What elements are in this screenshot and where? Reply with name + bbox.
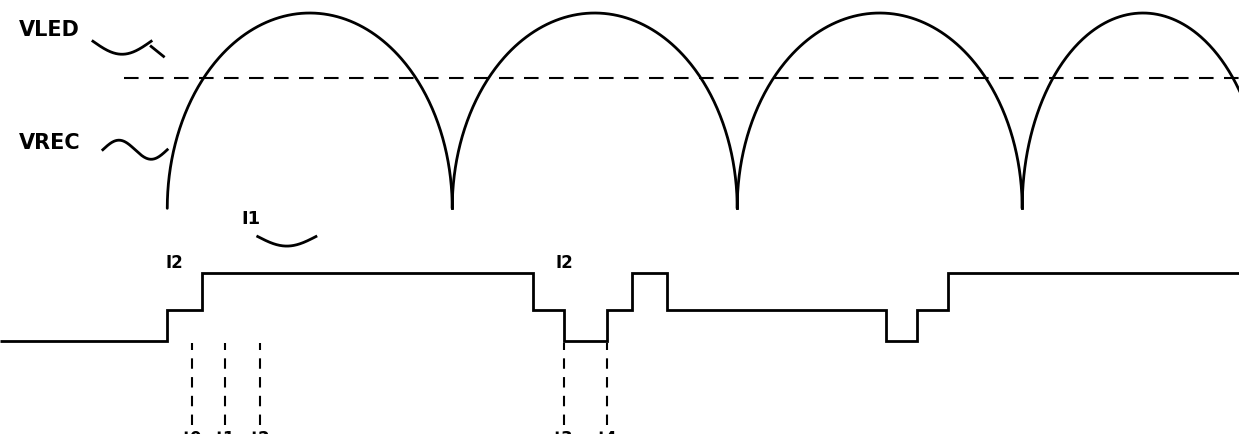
Text: t0: t0 bbox=[182, 430, 202, 434]
Text: t3: t3 bbox=[554, 430, 574, 434]
Text: I1: I1 bbox=[242, 210, 260, 228]
Text: t1: t1 bbox=[216, 430, 235, 434]
Text: I2: I2 bbox=[166, 253, 183, 272]
Text: VREC: VREC bbox=[19, 133, 81, 153]
Text: t4: t4 bbox=[597, 430, 617, 434]
Text: I2: I2 bbox=[555, 253, 572, 272]
Text: t2: t2 bbox=[250, 430, 270, 434]
Text: VLED: VLED bbox=[19, 20, 79, 40]
